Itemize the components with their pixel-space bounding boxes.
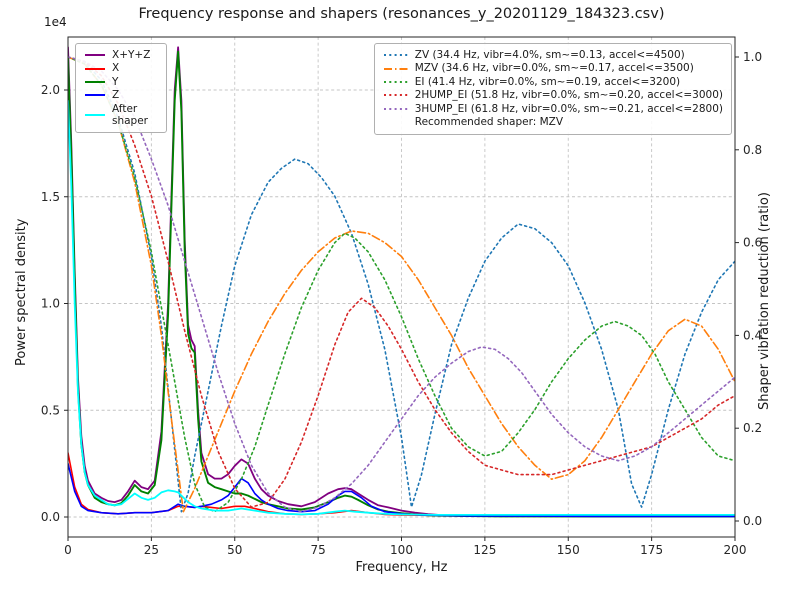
y-left-tick-label: 1.0 bbox=[41, 297, 60, 311]
y-axis-offset-label: 1e4 bbox=[44, 15, 67, 29]
series-x-y-z bbox=[68, 46, 735, 517]
y-left-tick-label: 0.5 bbox=[41, 403, 60, 417]
series-2hump-ei bbox=[68, 56, 735, 508]
y-right-tick-label: 0.2 bbox=[743, 421, 762, 435]
legend-label: Y bbox=[112, 75, 119, 88]
y-left-tick-label: 2.0 bbox=[41, 83, 60, 97]
y-axis-label-right: Shaper vibration reduction (ratio) bbox=[757, 192, 772, 410]
chart-title: Frequency response and shapers (resonanc… bbox=[138, 6, 665, 22]
y-right-tick-label: 0.6 bbox=[743, 236, 762, 250]
legend-item-3hump-ei: 3HUMP_EI (61.8 Hz, vibr=0.0%, sm~=0.21, … bbox=[383, 103, 723, 115]
legend-label: 3HUMP_EI (61.8 Hz, vibr=0.0%, sm~=0.21, … bbox=[414, 102, 723, 115]
y-right-tick-label: 0.4 bbox=[743, 328, 762, 342]
legend-item-x: X bbox=[84, 62, 158, 74]
y-right-tick-label: 0.8 bbox=[743, 143, 762, 157]
x-tick-label: 25 bbox=[144, 543, 159, 557]
legend-line-swatch bbox=[383, 67, 408, 70]
x-tick-label: 125 bbox=[473, 543, 496, 557]
legend-item-2hump-ei: 2HUMP_EI (51.8 Hz, vibr=0.0%, sm~=0.20, … bbox=[383, 89, 723, 101]
x-tick-label: 200 bbox=[724, 543, 747, 557]
legend-item-x-y-z: X+Y+Z bbox=[84, 49, 158, 61]
legend-line-swatch bbox=[383, 54, 408, 57]
y-right-tick-label: 0.0 bbox=[743, 514, 762, 528]
legend-label: 2HUMP_EI (51.8 Hz, vibr=0.0%, sm~=0.20, … bbox=[414, 89, 723, 102]
x-tick-label: 150 bbox=[557, 543, 580, 557]
tick-labels: 0 25 50 75 100 125 150 175 200 0.0 0.5 1.0 1.5 2.0 0.0… bbox=[41, 50, 762, 557]
y-right-tick-label: 1.0 bbox=[743, 50, 762, 64]
series-zv bbox=[68, 56, 735, 513]
x-tick-label: 75 bbox=[310, 543, 325, 557]
recommended-shaper-label: Recommended shaper: MZV bbox=[414, 115, 564, 128]
legend-line-swatch bbox=[383, 107, 408, 110]
series-mzv bbox=[68, 56, 735, 513]
legend-item-y: Y bbox=[84, 76, 158, 88]
legend-line-swatch bbox=[85, 54, 105, 57]
legend-label: EI (41.4 Hz, vibr=0.0%, sm~=0.19, accel<… bbox=[414, 75, 681, 88]
legend-item-ei: EI (41.4 Hz, vibr=0.0%, sm~=0.19, accel<… bbox=[383, 76, 723, 88]
legend-item-after-shaper: After shaper bbox=[84, 103, 158, 128]
series-ei bbox=[68, 56, 735, 513]
legend-shapers: ZV (34.4 Hz, vibr=4.0%, sm~=0.13, accel<… bbox=[373, 43, 732, 135]
x-tick-label: 175 bbox=[640, 543, 663, 557]
legend-line-swatch bbox=[383, 80, 408, 83]
legend-label: Z bbox=[112, 89, 120, 102]
x-tick-label: 50 bbox=[227, 543, 242, 557]
legend-label: After shaper bbox=[112, 102, 149, 127]
legend-psd: X+Y+Z X Y Z After shaper bbox=[75, 43, 167, 134]
legend-line-swatch bbox=[85, 94, 105, 97]
legend-label: X bbox=[112, 62, 120, 75]
tick-marks bbox=[64, 56, 739, 541]
legend-line-swatch bbox=[85, 67, 105, 70]
y-left-tick-label: 1.5 bbox=[41, 190, 60, 204]
series-after-shaper bbox=[68, 99, 735, 516]
legend-item-mzv: MZV (34.6 Hz, vibr=0.0%, sm~=0.17, accel… bbox=[383, 62, 723, 74]
y-left-tick-label: 0.0 bbox=[41, 510, 60, 524]
legend-label: MZV (34.6 Hz, vibr=0.0%, sm~=0.17, accel… bbox=[414, 62, 694, 75]
legend-label: X+Y+Z bbox=[112, 49, 151, 61]
series-x bbox=[68, 452, 735, 518]
x-tick-label: 100 bbox=[390, 543, 413, 557]
x-tick-label: 0 bbox=[64, 543, 72, 557]
legend-label: ZV (34.4 Hz, vibr=4.0%, sm~=0.13, accel<… bbox=[414, 49, 685, 61]
curves bbox=[68, 46, 735, 518]
legend-item-z: Z bbox=[84, 89, 158, 101]
legend-item-zv: ZV (34.4 Hz, vibr=4.0%, sm~=0.13, accel<… bbox=[383, 49, 723, 61]
legend-line-swatch bbox=[85, 80, 105, 83]
y-axis-label-left: Power spectral density bbox=[14, 218, 29, 366]
x-axis-label: Frequency, Hz bbox=[355, 560, 448, 575]
legend-line-swatch bbox=[383, 94, 408, 97]
legend-line-swatch bbox=[85, 113, 105, 116]
